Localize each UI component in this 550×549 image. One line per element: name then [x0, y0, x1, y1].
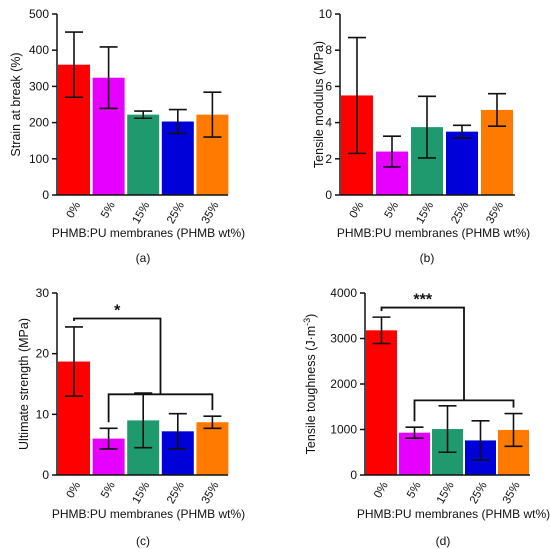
x-tick-label: 25% [468, 480, 490, 506]
chart-panel-1: 0 100 200 300 400 500 0% 5% 15% 25% 35% Strain at b… [9, 7, 245, 265]
bar-25pct [446, 131, 478, 195]
bar-0pct [366, 330, 397, 475]
x-axis-label: PHMB:PU membranes (PHMB wt%) [52, 507, 245, 521]
y-tick-label: 0 [350, 468, 357, 482]
error-bar-5pct [99, 427, 118, 450]
significance-bracket [73, 317, 162, 395]
x-tick-label: 0% [348, 200, 367, 220]
y-tick-label: 0 [42, 188, 49, 202]
error-bar-0pct [372, 316, 391, 345]
x-tick-label: 35% [200, 200, 222, 226]
error-bar-25pct [168, 412, 187, 450]
chart-panel-4: 0 1000 2000 3000 4000 0% 5% 15% 25% 35% Tensile to… [302, 286, 550, 548]
y-tick-label: 0 [42, 468, 49, 482]
x-axis-label: PHMB:PU membranes (PHMB wt%) [357, 507, 550, 521]
y-tick-label: 300 [29, 79, 49, 93]
y-tick-label: 6 [325, 79, 332, 93]
error-bar-5pct [383, 135, 401, 168]
y-tick-label: 2 [325, 152, 332, 166]
x-axis-label: PHMB:PU membranes (PHMB wt%) [52, 226, 245, 240]
error-bar-25pct [471, 420, 490, 461]
error-bar-0pct [65, 31, 83, 99]
error-bar-15pct [438, 405, 457, 454]
x-tick-label: 5% [383, 200, 402, 220]
x-tick-label: 5% [99, 480, 118, 500]
x-axis-label: PHMB:PU membranes (PHMB wt%) [337, 226, 530, 240]
y-tick-label: 100 [29, 152, 49, 166]
y-axis-label: Tensile modulus (MPa) [312, 41, 326, 168]
y-tick-label: 400 [29, 43, 49, 57]
error-bar-0pct [348, 36, 366, 155]
y-tick-label: 8 [325, 43, 332, 57]
y-axis-label: Strain at break (%) [9, 52, 23, 156]
significance-bracket [380, 306, 465, 401]
error-bar-5pct [405, 426, 424, 439]
y-tick-label: 0 [325, 188, 332, 202]
y-tick-label: 200 [29, 116, 49, 130]
y-tick-label: 500 [29, 7, 49, 21]
error-bar-0pct [65, 326, 83, 397]
bar-35pct [196, 422, 229, 475]
y-tick-label: 4000 [330, 286, 357, 300]
error-bar-35pct [203, 91, 222, 138]
error-bar-25pct [168, 108, 187, 135]
x-tick-label: 15% [414, 200, 436, 226]
error-bar-15pct [134, 392, 153, 449]
x-tick-label: 35% [200, 480, 222, 506]
x-tick-label: 35% [484, 200, 506, 226]
x-tick-label: 25% [449, 200, 471, 226]
x-tick-label: 0% [65, 480, 84, 500]
chart-panel-2: 0 2 4 6 8 10 0% 5% 15% 25% 35% Tensile modulus (MPa… [312, 7, 530, 265]
x-tick-label: 25% [165, 200, 187, 226]
x-tick-label: 25% [165, 480, 187, 506]
x-tick-label: 15% [131, 480, 153, 506]
y-axis-label: Tensile toughness (J·m-3) [302, 314, 318, 455]
error-bar-35pct [203, 415, 222, 430]
error-bar-35pct [504, 412, 523, 448]
y-axis-label: Ultimate strength (MPa) [17, 318, 31, 450]
error-bar-35pct [488, 92, 506, 128]
y-tick-label: 1000 [330, 423, 357, 437]
error-bar-25pct [453, 124, 471, 139]
x-tick-label: 35% [501, 480, 523, 506]
panel-label: (a) [136, 251, 151, 265]
x-tick-label: 0% [372, 480, 391, 500]
group-bracket [413, 399, 515, 422]
x-tick-label: 5% [99, 200, 118, 220]
panel-label: (b) [420, 251, 435, 265]
error-bar-15pct [418, 95, 436, 159]
error-bar-5pct [99, 46, 118, 110]
panel-label: (d) [436, 534, 451, 548]
significance-label: * [114, 302, 121, 319]
error-bar-15pct [134, 110, 153, 120]
y-tick-label: 3000 [330, 332, 357, 346]
significance-label: *** [413, 292, 432, 309]
group-bracket [107, 393, 214, 423]
bar-5pct [399, 432, 430, 475]
panel-label: (c) [136, 534, 150, 548]
bar-15pct [127, 114, 160, 195]
y-tick-label: 2000 [330, 377, 357, 391]
x-tick-label: 15% [435, 480, 457, 506]
x-tick-label: 0% [65, 200, 84, 220]
y-tick-label: 10 [36, 407, 50, 421]
x-tick-label: 15% [131, 200, 153, 226]
y-tick-label: 30 [36, 286, 50, 300]
y-tick-label: 4 [325, 116, 332, 130]
y-tick-label: 20 [36, 347, 50, 361]
chart-panel-3: 0 10 20 30 0% 5% 15% 25% 35% Ultimate strength (M… [17, 286, 245, 548]
x-tick-label: 5% [405, 480, 424, 500]
y-tick-label: 10 [319, 7, 333, 21]
